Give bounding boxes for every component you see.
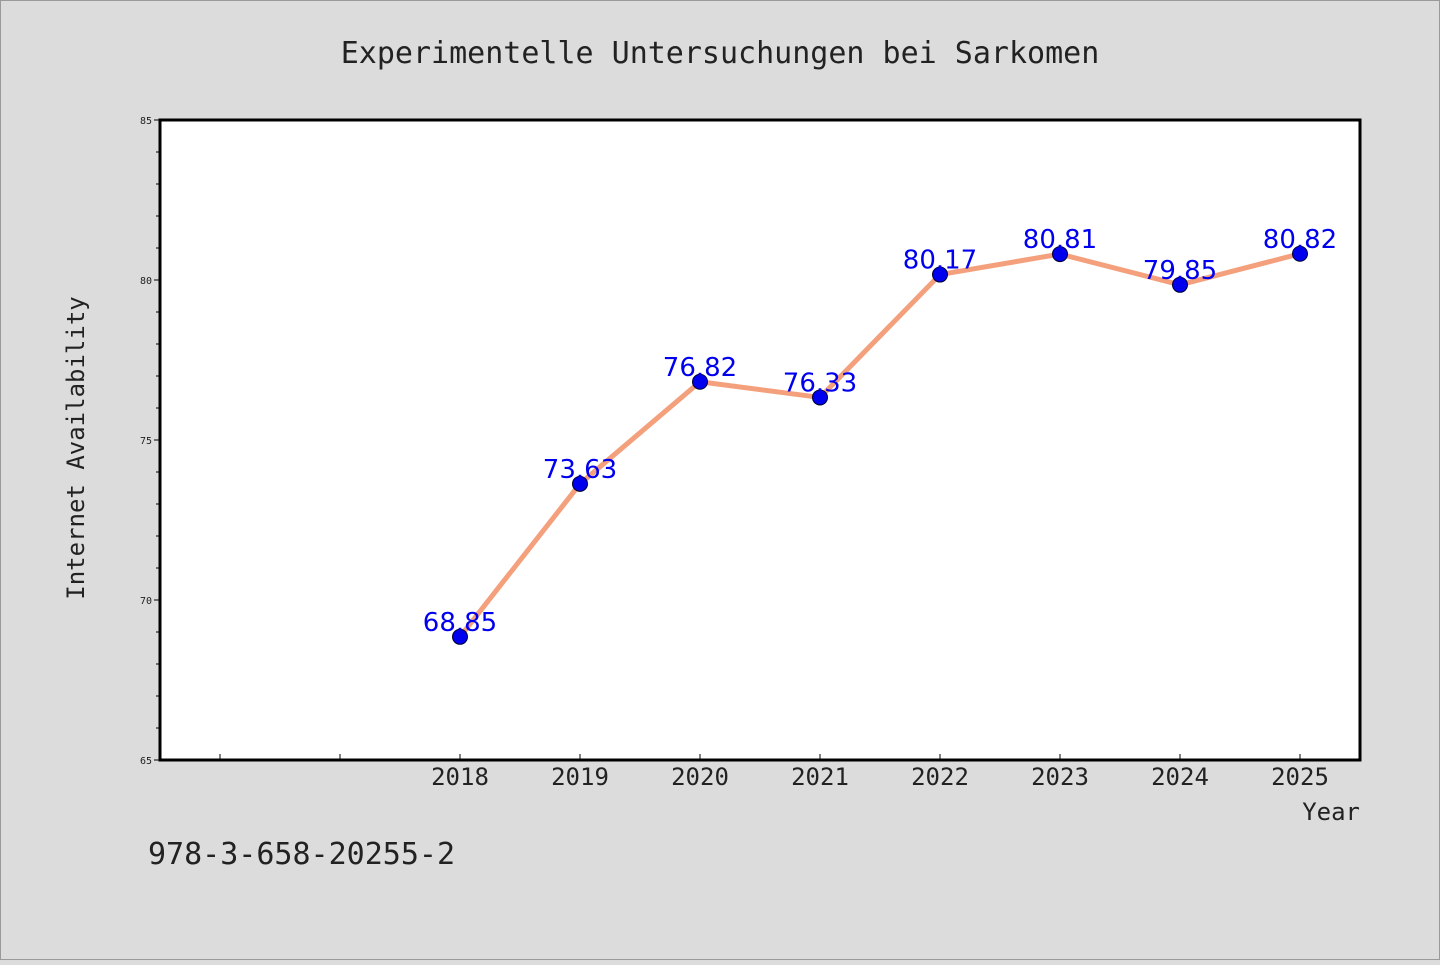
y-tick-label: 80 [140, 276, 152, 287]
data-label: 80.17 [903, 246, 977, 276]
y-tick-label: 65 [140, 756, 152, 767]
plot-area [158, 118, 1362, 762]
x-tick-label: 2024 [1151, 763, 1209, 791]
data-point [692, 373, 708, 390]
y-axis-label: Internet Availability [62, 296, 90, 599]
data-point [932, 266, 948, 283]
x-tick-label: 2020 [671, 763, 729, 791]
chart-title: Experimentelle Untersuchungen bei Sarkom… [341, 36, 1100, 71]
data-label: 76.33 [783, 368, 857, 398]
data-label: 76.82 [663, 353, 737, 383]
data-label: 80.81 [1023, 225, 1097, 255]
x-tick-label: 2023 [1031, 763, 1089, 791]
data-label: 79.85 [1143, 256, 1217, 286]
data-label-layer: 68.85 73.63 76.82 76.33 80.17 80.81 79.85 80.82 [423, 225, 1337, 638]
x-tick-label: 2022 [911, 763, 969, 791]
data-label: 73.63 [543, 455, 617, 485]
series-line [458, 251, 1301, 639]
data-point [1052, 246, 1068, 263]
footnote-isbn: 978-3-658-20255-2 [148, 837, 455, 872]
data-label: 68.85 [423, 608, 497, 638]
x-axis-label: Year [1302, 798, 1360, 826]
data-label: 80.82 [1263, 225, 1337, 255]
x-tick-label: 2021 [791, 763, 849, 791]
x-tick-label: 2025 [1271, 763, 1329, 791]
y-tick-label: 70 [140, 596, 152, 607]
x-tick-label: 2019 [551, 763, 609, 791]
data-point [1172, 276, 1188, 293]
x-tick-label: 2018 [431, 763, 489, 791]
data-point [452, 628, 468, 645]
y-tick-label: 75 [140, 436, 152, 447]
x-axis: 2018 2019 2020 2021 2022 2023 2024 2025 [219, 754, 1329, 791]
data-point [1292, 245, 1308, 262]
y-tick-label: 85 [140, 116, 152, 127]
series-layer [452, 245, 1308, 645]
data-point [812, 389, 828, 406]
data-point [572, 475, 588, 492]
y-axis: 65 70 75 80 85 [140, 116, 160, 767]
